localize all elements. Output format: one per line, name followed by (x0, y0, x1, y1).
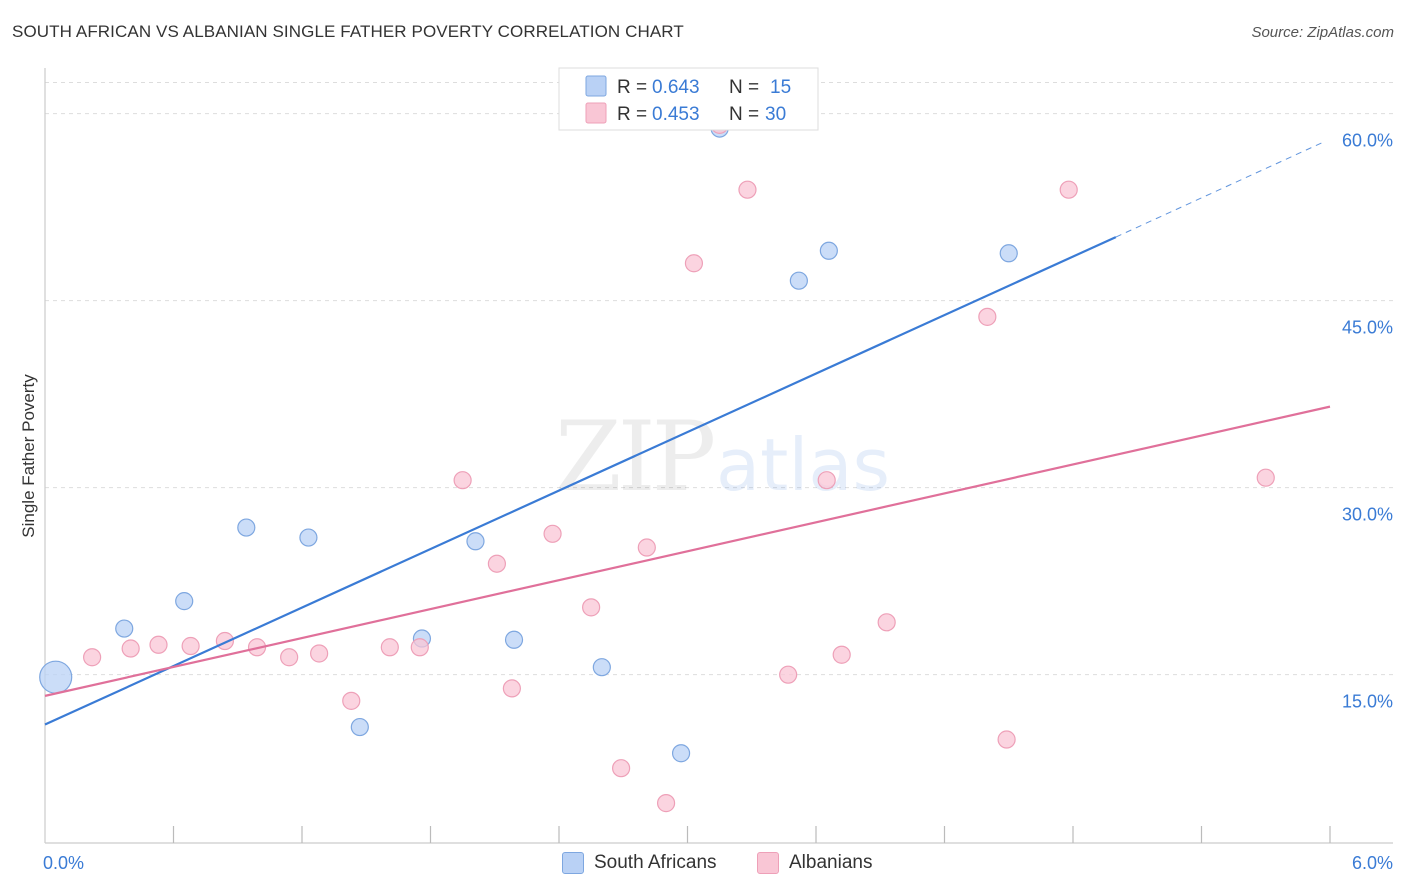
legend-n-value-south-africans: 15 (770, 77, 791, 98)
point-albanians (1256, 468, 1275, 487)
point-south-africans (999, 244, 1018, 263)
point-south-africans (466, 532, 485, 551)
point-south-africans (504, 630, 524, 649)
legend-r-label-south-africans: R = (617, 77, 647, 98)
y-tick-label: 60.0% (1342, 131, 1393, 151)
point-albanians (487, 554, 506, 573)
point-albanians (502, 679, 521, 698)
point-albanians (410, 638, 429, 657)
point-albanians (280, 648, 299, 667)
legend-swatch-albanians (585, 102, 607, 124)
point-albanians (978, 307, 997, 326)
chart-source: Source: ZipAtlas.com (1251, 24, 1394, 41)
point-albanians (832, 645, 851, 664)
point-south-africans (671, 744, 691, 763)
trend-layer (44, 140, 1331, 726)
point-albanians (612, 759, 631, 778)
legend-n-label-albanians: N = (729, 104, 759, 125)
point-south-africans (299, 528, 318, 547)
watermark-atlas: atlas (716, 423, 890, 507)
y-tick-label: 30.0% (1342, 505, 1393, 525)
y-tick-label: 45.0% (1342, 318, 1393, 338)
legend-r-value-albanians: 0.453 (652, 104, 700, 125)
watermark-zip: ZIP (555, 401, 714, 513)
point-albanians (738, 180, 757, 199)
point-south-africans (237, 518, 256, 537)
point-albanians (817, 471, 836, 490)
point-albanians (310, 644, 329, 663)
chart-title: SOUTH AFRICAN VS ALBANIAN SINGLE FATHER … (12, 22, 684, 41)
point-albanians (1059, 180, 1078, 199)
point-albanians (779, 665, 798, 684)
point-albanians (637, 538, 656, 557)
trend-line-albanians (44, 405, 1331, 697)
y-tick-label: 15.0% (1342, 692, 1393, 712)
watermark: ZIP atlas (555, 401, 890, 513)
point-albanians (877, 613, 896, 632)
point-albanians (543, 524, 562, 543)
point-albanians (121, 639, 140, 658)
x-tick-label: 6.0% (1352, 853, 1393, 873)
grid-layer (45, 81, 1393, 676)
point-south-africans (175, 592, 194, 611)
legend-item-south-africans[interactable]: South Africans (562, 852, 717, 874)
legend-n-label-south-africans: N = (729, 77, 759, 98)
point-south-africans (39, 660, 73, 694)
point-south-africans (592, 658, 611, 677)
legend-bottom-label-albanians: Albanians (789, 852, 873, 873)
point-albanians (380, 638, 399, 657)
axis-layer: 15.0% 30.0% 45.0% 60.0% 0.0% 6.0% (43, 68, 1393, 873)
point-south-africans (115, 619, 134, 638)
y-axis-label: Single Father Poverty (19, 374, 38, 538)
legend-r-value-south-africans: 0.643 (652, 77, 700, 98)
trend-line-south-africans (44, 236, 1117, 726)
legend-top: R = 0.643 N = 15 R = 0.453 N = 30 (558, 67, 819, 131)
point-albanians (582, 598, 601, 617)
legend-item-albanians[interactable]: Albanians (757, 852, 872, 874)
point-albanians (453, 471, 472, 490)
point-albanians (83, 648, 102, 667)
point-albanians (342, 691, 361, 710)
x-tick-label: 0.0% (43, 853, 84, 873)
point-albanians (656, 794, 676, 813)
point-albanians (684, 254, 704, 273)
point-albanians (181, 636, 200, 656)
point-south-africans (819, 241, 838, 260)
legend-bottom-swatch-albanians (757, 852, 779, 874)
point-albanians (997, 730, 1016, 749)
legend-bottom-label-south-africans: South Africans (594, 852, 717, 873)
legend-n-value-albanians: 30 (765, 104, 786, 125)
trend-line-extension-south-africans (1115, 140, 1326, 238)
point-south-africans (350, 717, 369, 737)
legend-bottom: South Africans Albanians (0, 850, 1406, 880)
legend-r-label-albanians: R = (617, 104, 647, 125)
legend-swatch-south-africans (585, 75, 607, 97)
point-albanians (149, 635, 168, 654)
point-south-africans (789, 271, 808, 290)
legend-bottom-swatch-south-africans (562, 852, 584, 874)
